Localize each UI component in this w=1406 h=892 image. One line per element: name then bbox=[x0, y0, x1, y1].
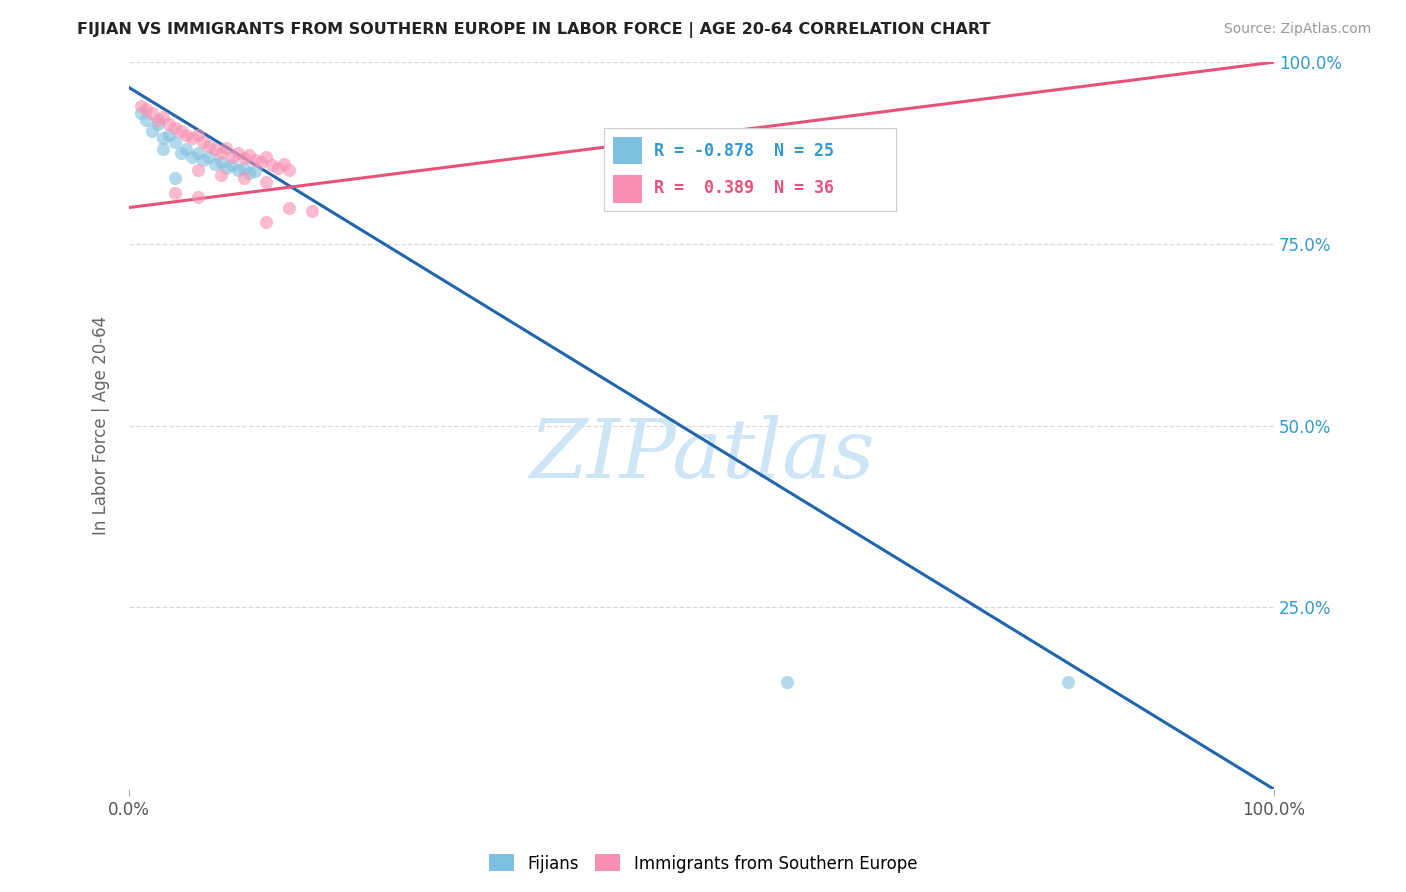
Point bbox=[181, 131, 204, 145]
Point bbox=[187, 189, 209, 203]
Point bbox=[249, 155, 271, 169]
Point bbox=[278, 162, 301, 177]
Point bbox=[301, 204, 323, 219]
Point bbox=[232, 151, 254, 165]
Point bbox=[169, 124, 191, 138]
Point bbox=[776, 674, 799, 689]
Point bbox=[256, 215, 278, 229]
Point bbox=[187, 146, 209, 161]
Text: FIJIAN VS IMMIGRANTS FROM SOUTHERN EUROPE IN LABOR FORCE | AGE 20-64 CORRELATION: FIJIAN VS IMMIGRANTS FROM SOUTHERN EUROP… bbox=[77, 22, 991, 38]
Point bbox=[129, 106, 152, 120]
Point bbox=[256, 175, 278, 189]
Point bbox=[198, 138, 221, 153]
Legend: Fijians, Immigrants from Southern Europe: Fijians, Immigrants from Southern Europe bbox=[482, 847, 924, 880]
Point bbox=[157, 117, 180, 131]
Point bbox=[238, 166, 260, 180]
Point bbox=[1056, 674, 1078, 689]
Point bbox=[278, 201, 301, 215]
Point bbox=[209, 168, 232, 182]
Point bbox=[141, 106, 163, 120]
Point bbox=[198, 150, 221, 164]
Point bbox=[243, 164, 266, 178]
Point bbox=[152, 110, 174, 124]
Point bbox=[221, 150, 243, 164]
Point bbox=[232, 161, 254, 175]
Point bbox=[146, 117, 169, 131]
Point bbox=[267, 161, 290, 175]
Point bbox=[193, 153, 215, 168]
Text: Source: ZipAtlas.com: Source: ZipAtlas.com bbox=[1223, 22, 1371, 37]
Point bbox=[209, 155, 232, 169]
Point bbox=[129, 99, 152, 113]
Point bbox=[204, 157, 226, 171]
Point bbox=[152, 131, 174, 145]
Point bbox=[146, 113, 169, 128]
Point bbox=[176, 142, 198, 156]
Text: ZIPatlas: ZIPatlas bbox=[529, 415, 875, 495]
Point bbox=[163, 186, 186, 200]
Point bbox=[204, 142, 226, 156]
Point bbox=[157, 128, 180, 142]
Point bbox=[256, 150, 278, 164]
Point bbox=[152, 142, 174, 156]
Point bbox=[135, 103, 157, 117]
Point bbox=[232, 171, 254, 186]
Point bbox=[187, 162, 209, 177]
Point bbox=[238, 148, 260, 162]
Point bbox=[163, 120, 186, 135]
Point bbox=[141, 124, 163, 138]
Point bbox=[215, 141, 238, 155]
Point bbox=[221, 158, 243, 172]
Point bbox=[135, 113, 157, 128]
Point bbox=[163, 135, 186, 149]
Point bbox=[193, 135, 215, 149]
Point bbox=[169, 146, 191, 161]
Point bbox=[226, 146, 249, 161]
Point bbox=[163, 171, 186, 186]
Point bbox=[262, 158, 284, 172]
Point bbox=[209, 146, 232, 161]
Point bbox=[273, 157, 295, 171]
Point bbox=[243, 153, 266, 168]
Point bbox=[215, 161, 238, 175]
Point bbox=[176, 128, 198, 142]
Point bbox=[181, 150, 204, 164]
Point bbox=[226, 162, 249, 177]
Point bbox=[187, 128, 209, 142]
Y-axis label: In Labor Force | Age 20-64: In Labor Force | Age 20-64 bbox=[93, 316, 110, 535]
